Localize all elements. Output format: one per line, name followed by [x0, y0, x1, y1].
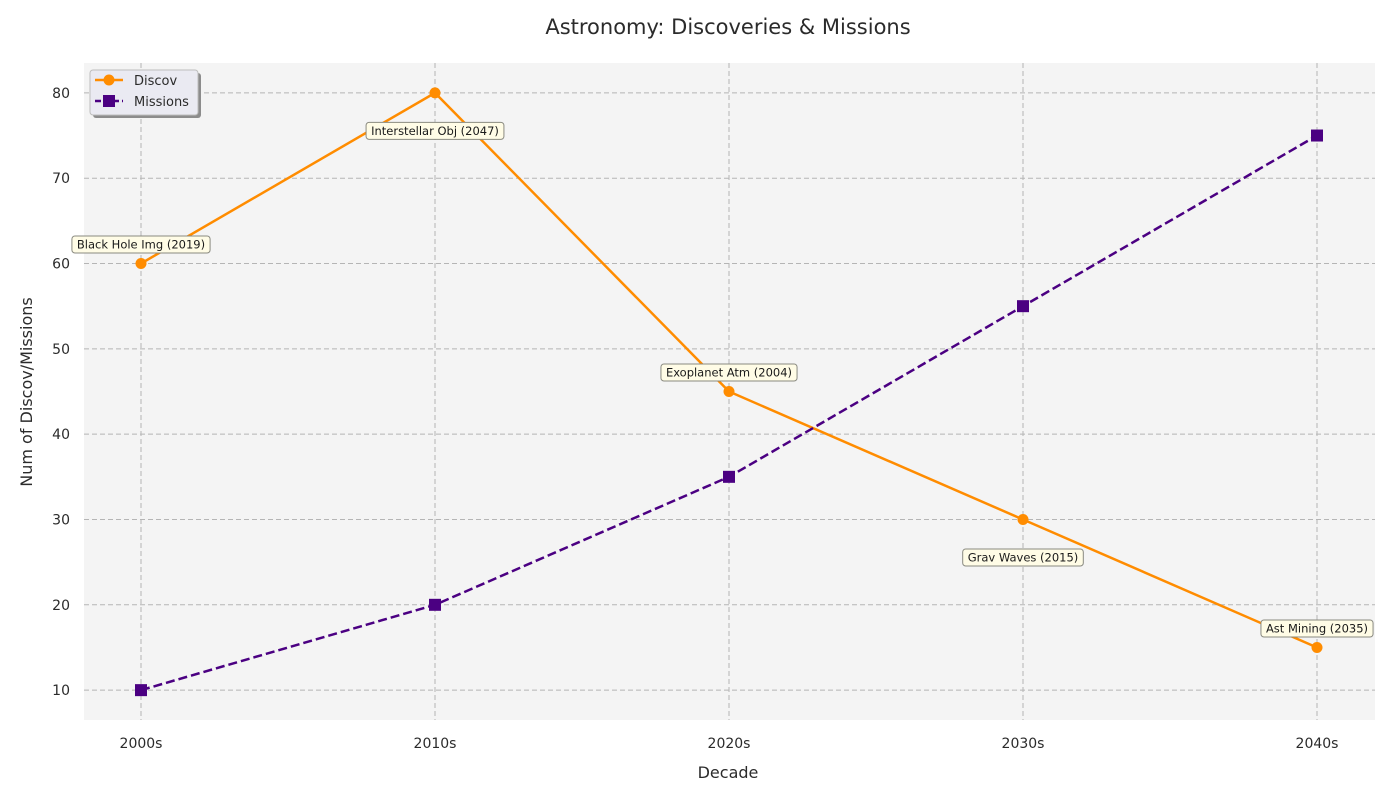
- x-axis-label: Decade: [698, 763, 759, 782]
- x-tick-label: 2030s: [1002, 736, 1045, 752]
- data-point-missions: [723, 470, 735, 483]
- y-tick-label: 30: [52, 512, 70, 528]
- legend-items: Discov Missions: [95, 74, 189, 110]
- annotation: Exoplanet Atm (2004): [660, 363, 798, 382]
- data-point-missions: [429, 598, 441, 611]
- data-point-discov: [429, 87, 441, 99]
- legend: Discov Missions: [89, 69, 201, 118]
- legend-item-missions: Missions: [95, 95, 189, 110]
- legend-label: Missions: [134, 95, 189, 110]
- annotation: Interstellar Obj (2047): [365, 121, 505, 140]
- series-layer: [135, 87, 1323, 697]
- x-tick-label: 2020s: [708, 736, 751, 752]
- annotation-box: [365, 121, 505, 140]
- annotation: Ast Mining (2035): [1260, 619, 1374, 638]
- y-tick-label: 10: [52, 683, 70, 699]
- y-tick-label: 40: [52, 427, 70, 443]
- data-point-missions: [1017, 300, 1029, 313]
- data-point-missions: [1311, 129, 1323, 142]
- annotation-layer: Black Hole Img (2019) Interstellar Obj (2…: [71, 121, 1374, 638]
- data-point-discov: [135, 258, 147, 270]
- x-tick-label: 2000s: [120, 736, 163, 752]
- y-tick-label: 20: [52, 598, 70, 614]
- annotation-box: [962, 548, 1084, 567]
- data-point-discov: [1017, 513, 1029, 525]
- legend-label: Discov: [134, 74, 177, 89]
- annotation-text: Interstellar Obj (2047): [371, 124, 499, 138]
- grid: [84, 63, 1375, 720]
- tick-layer: 10 20 30 40 50 60 70 80 2000s 2010s 2020s 2030s 2040…: [52, 86, 1338, 752]
- chart-title: Astronomy: Discoveries & Missions: [545, 15, 910, 39]
- y-tick-label: 70: [52, 171, 70, 187]
- annotation: Black Hole Img (2019): [71, 235, 211, 254]
- data-point-discov: [723, 386, 735, 397]
- y-axis-label: Num of Discov/Missions: [17, 297, 36, 486]
- annotation-text: Exoplanet Atm (2004): [666, 366, 792, 380]
- annotation-text: Ast Mining (2035): [1266, 621, 1368, 635]
- annotation-text: Grav Waves (2015): [968, 550, 1079, 564]
- y-tick-label: 60: [52, 257, 70, 273]
- y-tick-label: 80: [52, 86, 70, 102]
- data-point-missions: [135, 684, 147, 697]
- legend-marker: [103, 74, 115, 86]
- y-tick-label: 50: [52, 342, 70, 358]
- annotation: Grav Waves (2015): [962, 548, 1084, 567]
- legend-marker: [103, 95, 115, 107]
- x-tick-label: 2040s: [1296, 736, 1339, 752]
- annotation-text: Black Hole Img (2019): [77, 238, 205, 252]
- annotation-box: [71, 235, 211, 254]
- annotation-box: [660, 363, 798, 382]
- x-tick-label: 2010s: [414, 736, 457, 752]
- data-point-discov: [1311, 641, 1323, 653]
- annotation-box: [1260, 619, 1374, 638]
- legend-item-discov: Discov: [95, 74, 177, 89]
